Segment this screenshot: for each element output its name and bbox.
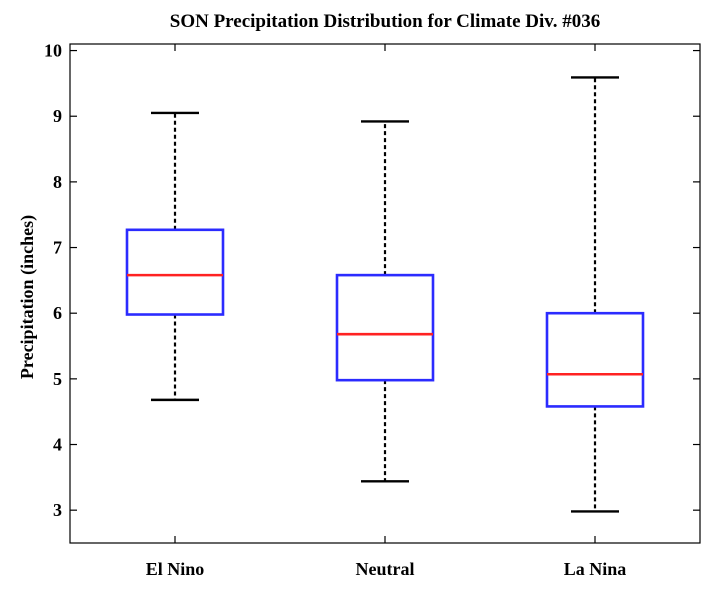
x-tick-label: La Nina	[564, 559, 627, 579]
iqr-box	[125, 228, 225, 316]
y-tick-label: 4	[53, 435, 62, 455]
iqr-box	[545, 311, 645, 408]
x-tick-label: Neutral	[356, 559, 415, 579]
box-series	[125, 76, 645, 513]
x-tick-label: El Nino	[146, 559, 205, 579]
y-tick-label: 3	[53, 500, 62, 520]
box-neutral	[335, 120, 435, 483]
y-tick-label: 8	[53, 172, 62, 192]
y-tick-label: 5	[53, 369, 62, 389]
x-axis-ticks: El Nino Neutral La Nina	[146, 44, 627, 579]
y-axis-label: Precipitation (inches)	[17, 215, 38, 379]
chart-title: SON Precipitation Distribution for Clima…	[170, 11, 600, 32]
box-la-nina	[545, 76, 645, 513]
iqr-box	[335, 273, 435, 382]
y-tick-label: 10	[44, 41, 62, 61]
y-tick-label: 7	[53, 238, 62, 258]
y-axis-ticks: 3 4 5 6 7 8 9 10	[44, 41, 700, 520]
box-el-nino	[125, 111, 225, 402]
y-tick-label: 6	[53, 303, 62, 323]
y-tick-label: 9	[53, 106, 62, 126]
